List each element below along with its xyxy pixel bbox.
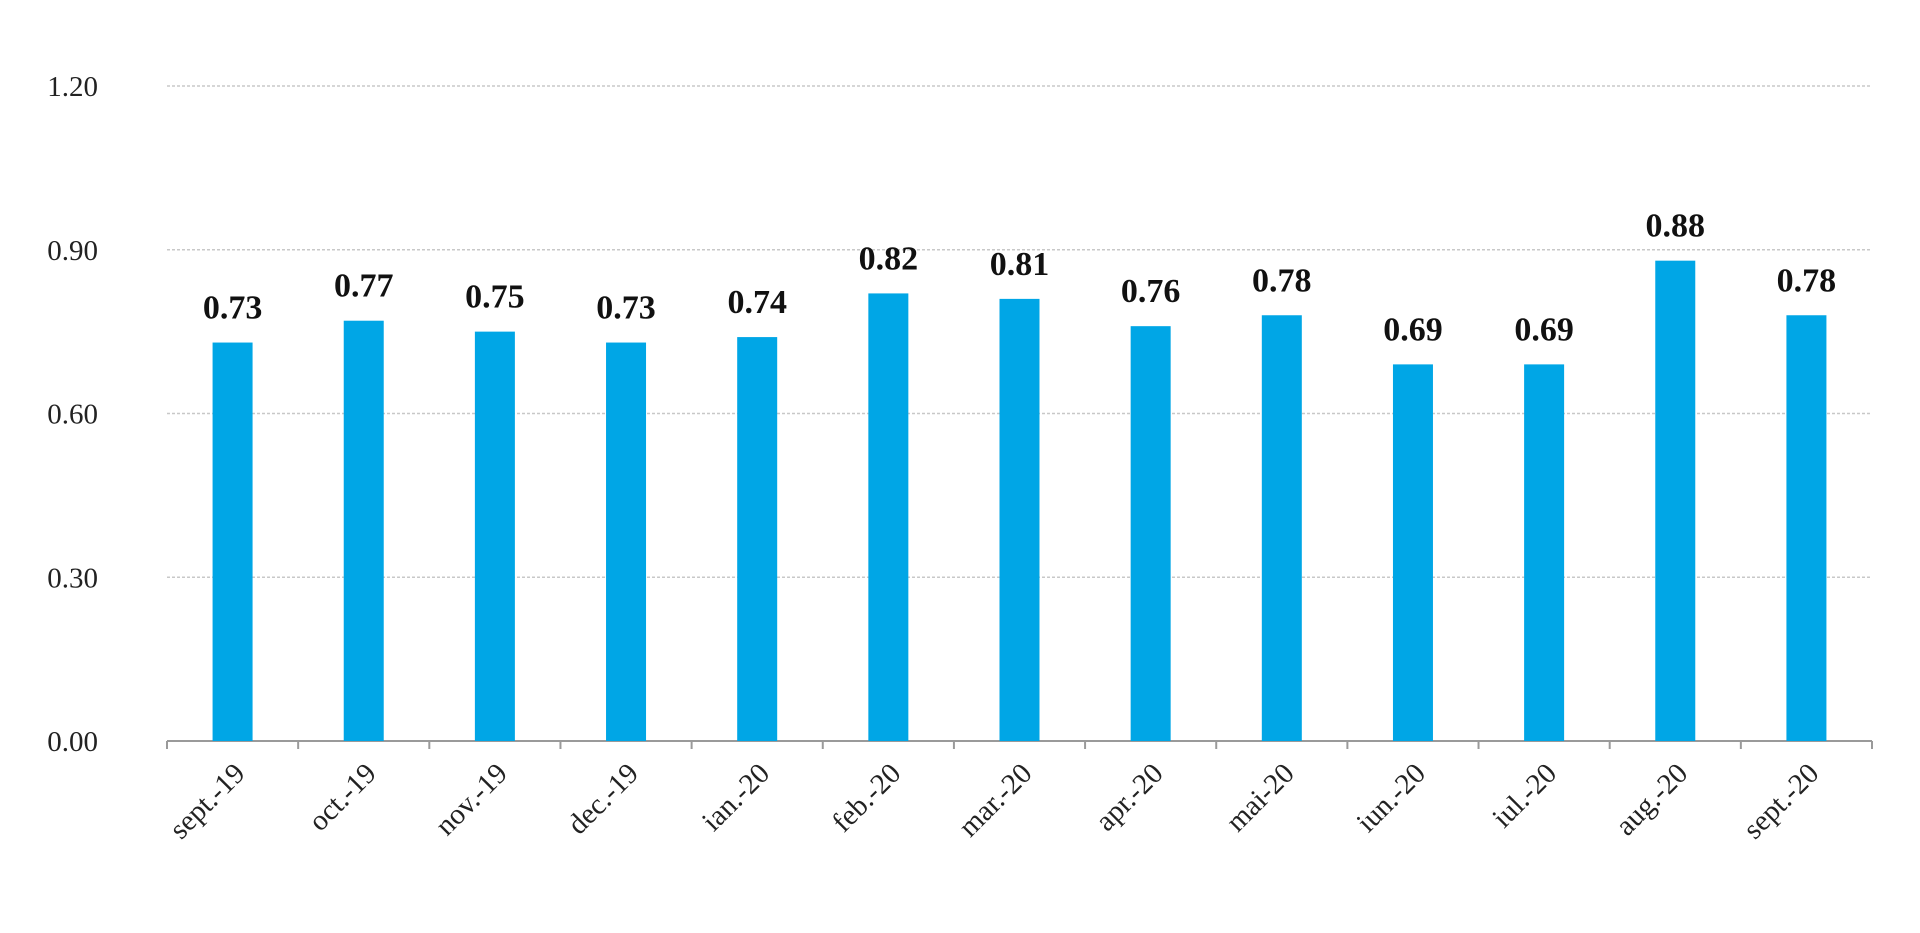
- data-label: 0.76: [1121, 273, 1181, 310]
- bar: [1261, 315, 1302, 741]
- data-label: 0.77: [334, 268, 394, 305]
- data-label: 0.69: [1514, 311, 1574, 348]
- bar: [1655, 260, 1696, 741]
- x-tick-label: feb.-20: [826, 757, 907, 838]
- data-label: 0.88: [1646, 208, 1706, 245]
- x-tick-label: iun.-20: [1351, 757, 1432, 838]
- data-label: 0.78: [1777, 262, 1837, 299]
- y-tick-label: 0.90: [47, 235, 98, 267]
- y-tick-label: 0.30: [47, 562, 98, 594]
- data-label: 0.75: [465, 279, 525, 316]
- x-tick-label: mai-20: [1220, 757, 1301, 838]
- x-tick-label: dec.-19: [561, 757, 645, 841]
- bars: [212, 260, 1827, 741]
- x-tick-label: ian.-20: [696, 757, 776, 837]
- data-label: 0.82: [859, 240, 919, 277]
- x-axis-ticks: sept.-19 oct.-19 nov.-19 dec.-19 ian.-20 feb.…: [163, 757, 1825, 845]
- bar: [606, 342, 647, 741]
- bar: [1392, 364, 1433, 741]
- data-label: 0.78: [1252, 262, 1312, 299]
- data-labels: 0.73 0.77 0.75 0.73 0.74 0.82 0.81 0.76 0.78 0.69…: [203, 208, 1836, 349]
- bar: [1130, 326, 1171, 741]
- bar: [1524, 364, 1565, 741]
- bar: [1786, 315, 1827, 741]
- x-tick-label: iul.-20: [1486, 757, 1563, 834]
- x-tick-label: apr.-20: [1089, 757, 1169, 837]
- x-tick-label: sept.-19: [163, 757, 251, 845]
- y-tick-label: 0.60: [47, 399, 98, 431]
- bar: [343, 320, 384, 741]
- bar: [999, 298, 1040, 741]
- x-axis: [166, 740, 1873, 749]
- y-axis-ticks: 0.00 0.30 0.60 0.90 1.20: [47, 71, 98, 758]
- x-tick-label: nov.-19: [429, 757, 514, 842]
- x-tick-label: mar.-20: [953, 757, 1039, 843]
- bar: [868, 293, 909, 741]
- x-tick-label: aug.-20: [1610, 757, 1695, 842]
- y-tick-label: 0.00: [47, 726, 98, 758]
- bar: [737, 337, 778, 741]
- x-tick-label: sept.-20: [1737, 757, 1825, 845]
- bar: [212, 342, 253, 741]
- bar: [474, 331, 515, 741]
- data-label: 0.73: [203, 290, 263, 327]
- data-label: 0.74: [727, 284, 787, 321]
- x-tick-label: oct.-19: [303, 757, 383, 837]
- data-label: 0.73: [596, 290, 656, 327]
- y-tick-label: 1.20: [47, 71, 98, 103]
- data-label: 0.69: [1383, 311, 1443, 348]
- data-label: 0.81: [990, 246, 1050, 283]
